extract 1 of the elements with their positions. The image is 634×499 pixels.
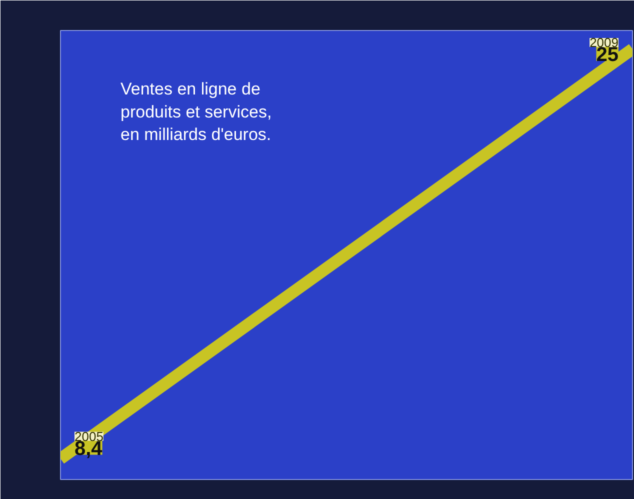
- text: Ventes en ligne de produits et services, en milliards d'euros.: [120, 80, 272, 144]
